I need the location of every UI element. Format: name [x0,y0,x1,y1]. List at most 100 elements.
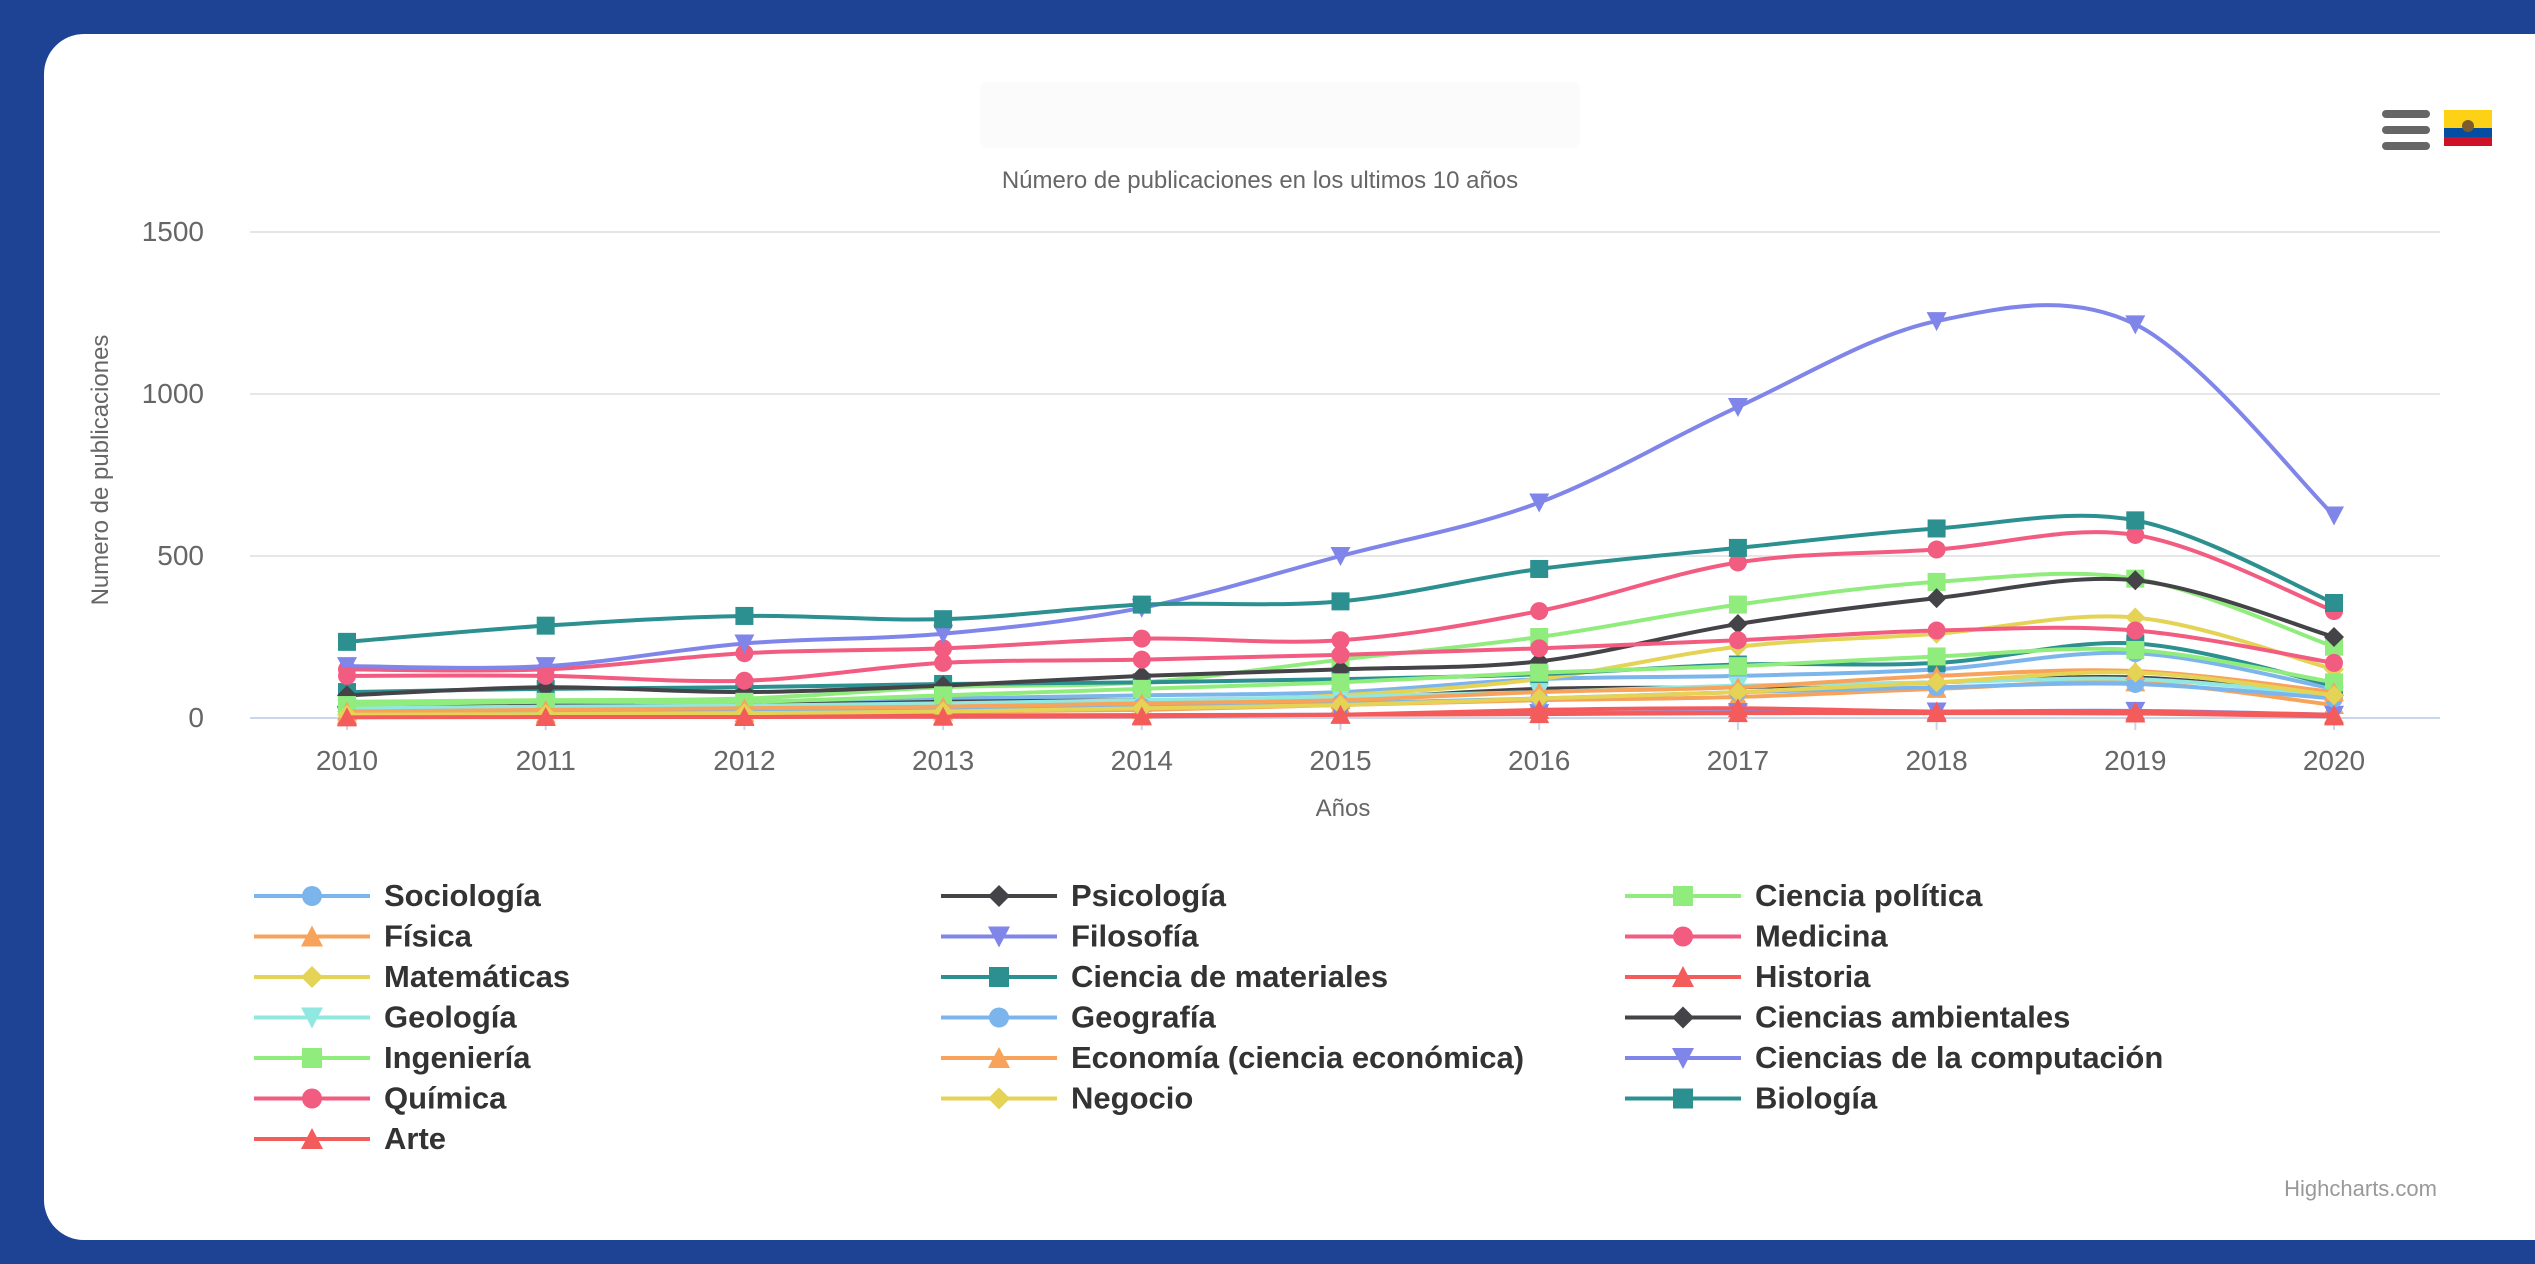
data-point[interactable] [933,706,954,726]
data-point[interactable] [535,657,556,677]
data-point[interactable] [338,632,356,651]
data-point[interactable] [734,634,755,654]
data-point[interactable] [2125,607,2146,628]
legend-marker[interactable] [989,967,1009,987]
legend-item[interactable]: Ciencias ambientales [1625,1000,2070,1035]
legend-item[interactable]: Negocio [941,1081,1193,1116]
legend-item[interactable]: Psicología [941,878,1227,913]
legend-marker[interactable] [302,1088,322,1109]
data-point[interactable] [1330,704,1351,724]
legend-marker[interactable] [1673,886,1693,906]
data-point[interactable] [1331,592,1350,611]
legend-marker[interactable] [302,1048,322,1068]
data-point[interactable] [2324,627,2344,647]
legend-marker[interactable] [301,1007,323,1029]
legend-marker[interactable] [1673,1088,1693,1109]
data-point[interactable] [1927,572,1946,591]
legend-marker[interactable] [301,1128,323,1149]
data-point[interactable] [1530,663,1549,682]
legend-marker[interactable] [301,925,323,947]
data-point[interactable] [1132,595,1151,614]
legend-item[interactable]: Ciencia política [1625,878,1983,913]
data-point[interactable] [934,639,953,658]
data-point[interactable] [2125,570,2146,591]
data-point[interactable] [337,657,357,677]
data-point[interactable] [934,610,953,629]
data-point[interactable] [1330,547,1351,566]
data-point[interactable] [735,606,754,625]
data-point[interactable] [1529,699,1550,719]
legend-marker[interactable] [1672,1006,1694,1029]
data-point[interactable] [1331,631,1350,650]
data-point[interactable] [2126,525,2145,544]
legend-item[interactable]: Filosofía [941,919,1199,954]
data-point[interactable] [2324,685,2344,706]
legend-item[interactable]: Sociología [254,878,542,913]
legend-marker[interactable] [302,886,322,906]
data-point[interactable] [2325,593,2343,612]
legend-item[interactable]: Ciencia de materiales [941,959,1388,994]
data-point[interactable] [337,707,357,727]
legend-item[interactable]: Geología [254,1000,517,1035]
data-point[interactable] [1926,312,1947,332]
data-point[interactable] [2126,640,2145,659]
data-point[interactable] [1331,645,1350,664]
legend-item[interactable]: Historia [1625,959,1871,994]
data-point[interactable] [1727,698,1748,718]
data-point[interactable] [1728,553,1747,572]
data-point[interactable] [1927,540,1946,559]
data-point[interactable] [1131,706,1152,726]
legend-item[interactable]: Química [254,1081,507,1116]
data-point[interactable] [2125,315,2146,335]
data-point[interactable] [1727,614,1748,635]
data-point[interactable] [1728,631,1747,650]
data-point[interactable] [1728,595,1747,614]
data-point[interactable] [934,686,953,705]
data-point[interactable] [1530,559,1549,578]
legend-marker[interactable] [988,1047,1010,1068]
data-point[interactable] [536,666,555,685]
legend-marker[interactable] [1673,926,1693,947]
data-point[interactable] [338,666,356,685]
legend-item[interactable]: Física [254,919,473,954]
data-point[interactable] [735,671,754,690]
legend-item[interactable]: Ingeniería [254,1040,531,1075]
data-point[interactable] [2325,653,2343,672]
data-point[interactable] [933,624,954,644]
data-point[interactable] [2125,662,2146,683]
data-point[interactable] [1132,650,1151,669]
legend-item[interactable]: Medicina [1625,919,1888,954]
legend-item[interactable]: Geografía [941,1000,1216,1035]
legend-marker[interactable] [1672,966,1694,987]
data-point[interactable] [1926,701,1947,721]
legend-marker[interactable] [1672,1048,1694,1069]
series-line[interactable] [346,303,2336,670]
data-point[interactable] [2324,506,2344,526]
data-point[interactable] [1132,679,1151,698]
data-point[interactable] [1530,602,1549,621]
legend-marker[interactable] [988,885,1010,907]
data-point[interactable] [1331,673,1350,692]
data-point[interactable] [1728,538,1747,557]
data-point[interactable] [2324,704,2344,724]
legend-marker[interactable] [988,1087,1010,1110]
data-point[interactable] [536,616,555,635]
data-point[interactable] [2126,511,2145,530]
legend-marker[interactable] [989,1007,1009,1028]
legend-marker[interactable] [301,966,323,988]
data-point[interactable] [934,653,953,672]
data-point[interactable] [2126,621,2145,640]
highcharts-credit-link[interactable]: Highcharts.com [2284,1176,2437,1201]
legend-item[interactable]: Ciencias de la computación [1625,1040,2163,1075]
data-point[interactable] [1926,588,1947,609]
data-point[interactable] [1132,629,1151,648]
hamburger-menu-icon[interactable] [2382,110,2430,150]
data-point[interactable] [1529,688,1550,709]
data-point[interactable] [1530,639,1549,658]
legend-item[interactable]: Biología [1625,1081,1878,1116]
data-point[interactable] [1927,519,1946,538]
legend-item[interactable]: Matemáticas [254,959,570,994]
data-point[interactable] [1529,493,1550,513]
data-point[interactable] [734,707,755,727]
data-point[interactable] [1727,682,1748,703]
